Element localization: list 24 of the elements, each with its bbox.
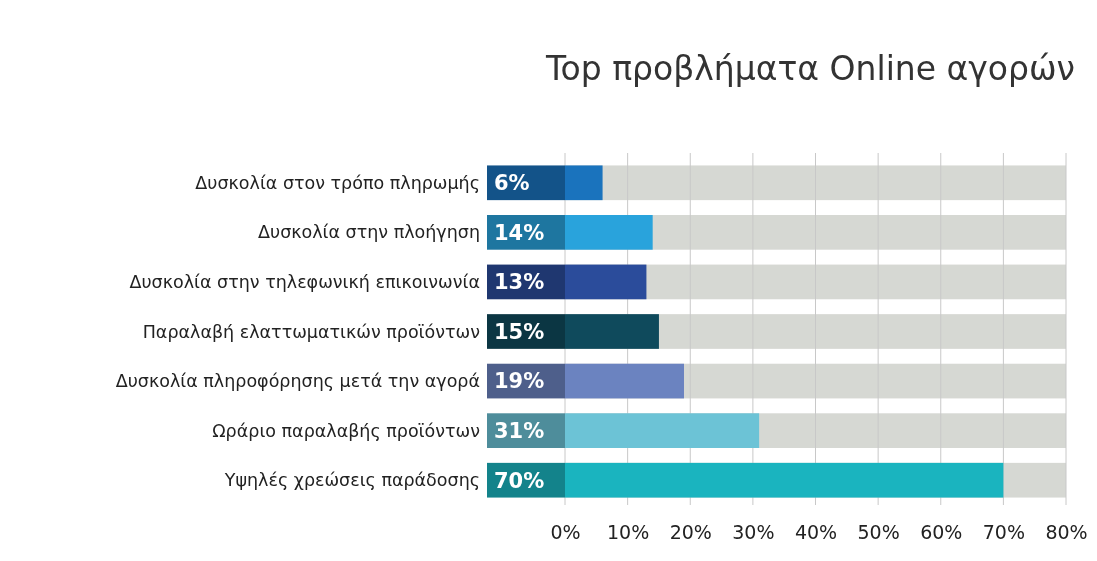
y-tick-label: Δυσκολία στον τρόπο πληρωμής (195, 172, 480, 193)
y-tick-label: Δυσκολία πληροφόρησης μετά την αγορά (115, 371, 480, 392)
data-label: 15% (494, 319, 545, 344)
y-tick-label: Δυσκολία στην τηλεφωνική επικοινωνία (129, 272, 480, 293)
data-label: 6% (494, 171, 530, 196)
y-tick-label: Δυσκολία στην πλοήγηση (258, 222, 480, 243)
data-label: 14% (494, 220, 545, 245)
chart-title: Top προβλήματα Online αγορών (545, 49, 1075, 88)
data-label: 70% (494, 468, 545, 493)
x-tick-label: 70% (982, 521, 1025, 543)
x-tick-label: 80% (1045, 521, 1088, 543)
data-label: 19% (494, 369, 545, 394)
x-tick-label: 30% (732, 521, 775, 543)
data-label: 31% (494, 418, 545, 443)
x-tick-label: 50% (857, 521, 900, 543)
x-tick-label: 0% (550, 521, 581, 543)
x-tick-label: 20% (669, 521, 712, 543)
x-tick-label: 60% (920, 521, 963, 543)
x-tick-label: 40% (794, 521, 838, 543)
data-label: 13% (494, 270, 545, 295)
y-tick-label: Υψηλές χρεώσεις παράδοσης (223, 470, 480, 491)
y-tick-label: Ωράριο παραλαβής προϊόντων (212, 420, 480, 441)
y-tick-label: Παραλαβή ελαττωματικών προϊόντων (142, 321, 480, 342)
x-tick-label: 10% (607, 521, 650, 543)
